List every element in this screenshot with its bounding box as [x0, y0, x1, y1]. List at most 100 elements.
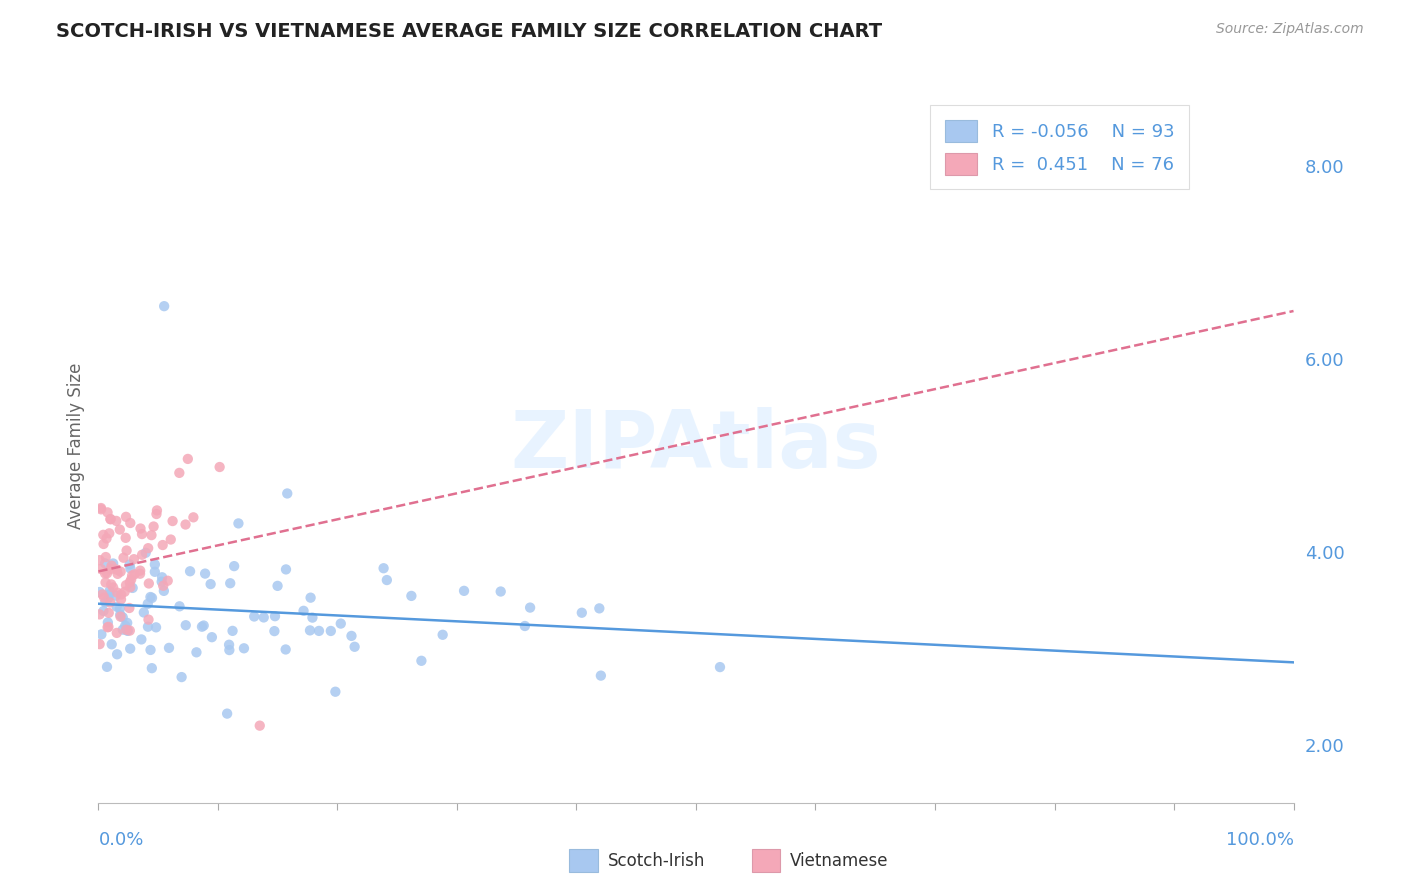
- Point: [105, 626, 128, 640]
- Point: [129, 564, 152, 578]
- Point: [105, 563, 128, 577]
- Point: [174, 618, 197, 632]
- Point: [208, 460, 231, 475]
- Point: [201, 630, 224, 644]
- Text: Vietnamese: Vietnamese: [790, 852, 889, 870]
- Point: [94, 566, 117, 581]
- Point: [114, 584, 136, 599]
- Point: [373, 561, 395, 575]
- Point: [217, 706, 239, 721]
- Point: [101, 557, 124, 571]
- Point: [233, 641, 256, 656]
- Point: [105, 514, 128, 528]
- Point: [100, 512, 122, 526]
- Point: [101, 581, 124, 595]
- Point: [90, 502, 112, 516]
- Point: [375, 573, 398, 587]
- Point: [118, 575, 141, 590]
- Point: [120, 573, 142, 587]
- Point: [453, 583, 475, 598]
- Point: [115, 615, 138, 630]
- Text: 100.0%: 100.0%: [1226, 831, 1294, 849]
- Point: [89, 553, 111, 567]
- Point: [191, 620, 214, 634]
- Point: [90, 501, 112, 516]
- Point: [169, 466, 191, 480]
- Point: [340, 629, 363, 643]
- Point: [170, 670, 193, 684]
- Point: [124, 567, 146, 582]
- Point: [98, 595, 121, 609]
- Y-axis label: Average Family Size: Average Family Size: [66, 363, 84, 529]
- Point: [97, 620, 120, 634]
- Point: [136, 597, 159, 611]
- Point: [110, 592, 132, 607]
- Point: [299, 591, 322, 605]
- Point: [108, 607, 131, 622]
- Point: [94, 549, 117, 564]
- Point: [139, 643, 162, 657]
- Point: [264, 609, 287, 624]
- Text: Scotch-Irish: Scotch-Irish: [607, 852, 704, 870]
- Point: [243, 609, 266, 624]
- Point: [93, 591, 115, 605]
- Point: [96, 660, 118, 674]
- Point: [139, 590, 162, 604]
- Point: [200, 577, 222, 591]
- Point: [129, 522, 152, 536]
- Point: [91, 587, 114, 601]
- Point: [100, 577, 122, 591]
- Point: [98, 587, 121, 601]
- Point: [105, 589, 128, 603]
- Point: [105, 585, 128, 599]
- Point: [122, 552, 145, 566]
- Point: [179, 564, 201, 578]
- Point: [98, 526, 121, 541]
- Point: [90, 562, 112, 576]
- Point: [115, 509, 138, 524]
- Point: [131, 548, 153, 562]
- Point: [89, 585, 111, 599]
- Point: [141, 591, 163, 605]
- Point: [221, 624, 243, 638]
- Point: [117, 624, 139, 638]
- Point: [112, 550, 135, 565]
- Point: [100, 637, 122, 651]
- Point: [94, 575, 117, 590]
- Point: [138, 613, 160, 627]
- Point: [131, 527, 153, 541]
- Point: [94, 557, 117, 571]
- Point: [93, 537, 115, 551]
- Point: [186, 645, 208, 659]
- Point: [589, 668, 612, 682]
- Point: [117, 624, 139, 638]
- Point: [325, 684, 347, 698]
- Point: [107, 566, 129, 581]
- Point: [145, 620, 167, 634]
- Point: [120, 561, 142, 575]
- Point: [292, 604, 315, 618]
- Point: [156, 574, 179, 588]
- Point: [111, 623, 134, 637]
- Point: [135, 546, 157, 560]
- Point: [228, 516, 250, 531]
- Point: [100, 558, 122, 573]
- Point: [276, 486, 298, 500]
- Point: [118, 601, 141, 615]
- Point: [131, 632, 153, 647]
- Point: [174, 517, 197, 532]
- Point: [94, 595, 117, 609]
- Point: [157, 640, 180, 655]
- Point: [132, 606, 155, 620]
- Point: [97, 591, 120, 606]
- Point: [115, 623, 138, 637]
- Point: [253, 610, 276, 624]
- Point: [120, 580, 142, 594]
- Point: [401, 589, 423, 603]
- Point: [588, 601, 610, 615]
- Point: [105, 648, 128, 662]
- Point: [142, 519, 165, 533]
- Point: [96, 532, 118, 546]
- Point: [519, 600, 541, 615]
- Text: Source: ZipAtlas.com: Source: ZipAtlas.com: [1216, 22, 1364, 37]
